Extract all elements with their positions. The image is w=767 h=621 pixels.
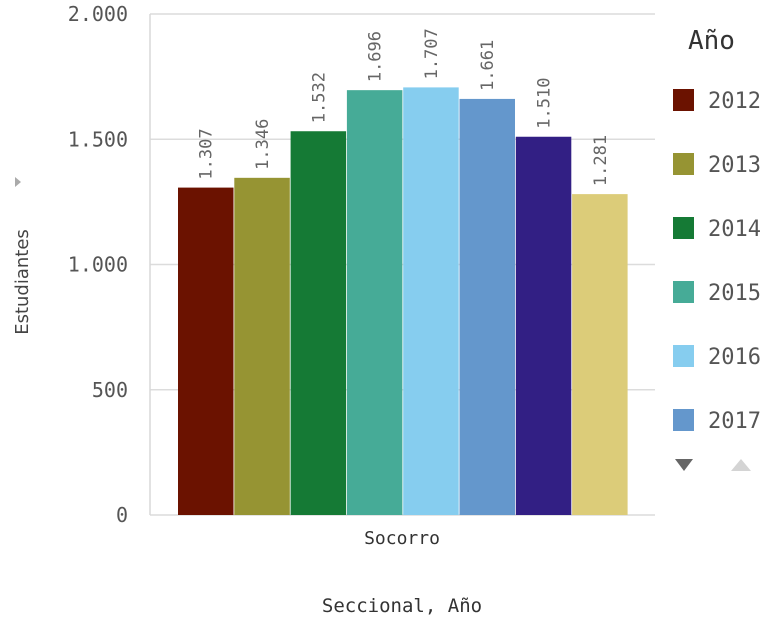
y-axis-label: Estudiantes [12,229,33,335]
bar[interactable] [515,136,572,515]
legend-label: 2014 [708,217,761,242]
legend-swatch [673,409,694,431]
legend-swatch [673,153,694,175]
legend-label: 2016 [708,345,761,370]
bar[interactable] [459,98,516,516]
bar[interactable] [234,177,290,515]
data-label: 1.281 [591,135,611,186]
legend-swatch [673,217,694,239]
data-label: 1.661 [478,40,498,91]
triangle-down-icon[interactable] [675,459,693,471]
data-labels: 1.307 1.346 1.532 1.696 1.707 1.661 1.510 1.281 [197,28,611,186]
legend-label: 2012 [708,89,761,114]
legend-swatch [673,281,694,303]
y-tick-label: 500 [92,378,128,402]
data-label: 1.346 [253,119,273,170]
bar[interactable] [403,87,459,516]
data-label: 1.696 [366,31,386,82]
legend-label: 2017 [708,409,761,434]
legend-label: 2013 [708,153,761,178]
legend-swatch [673,345,694,367]
legend-swatch [673,89,694,111]
data-label: 1.532 [309,72,329,123]
y-tick-label: 1.000 [68,253,128,277]
bars [178,87,628,516]
x-tick-label: Socorro [364,528,440,549]
y-tick-label: 1.500 [68,127,128,151]
legend[interactable]: 2012 2013 2014 2015 2016 2017 [673,89,761,434]
bar[interactable] [346,90,403,515]
y-axis-ticks: 0 500 1.000 1.500 2.000 [68,2,128,527]
bar[interactable] [178,187,234,515]
bar[interactable] [290,131,347,515]
data-label: 1.510 [535,78,555,129]
y-tick-label: 2.000 [68,2,128,26]
triangle-up-icon[interactable] [731,459,751,471]
data-label: 1.307 [197,128,217,179]
x-axis-label: Seccional, Año [322,595,482,617]
legend-label: 2015 [708,281,761,306]
y-tick-label: 0 [116,503,128,527]
legend-title: Año [688,26,735,56]
y-axis-expand-icon[interactable] [15,177,21,187]
bar[interactable] [572,194,628,515]
data-label: 1.707 [422,28,442,79]
